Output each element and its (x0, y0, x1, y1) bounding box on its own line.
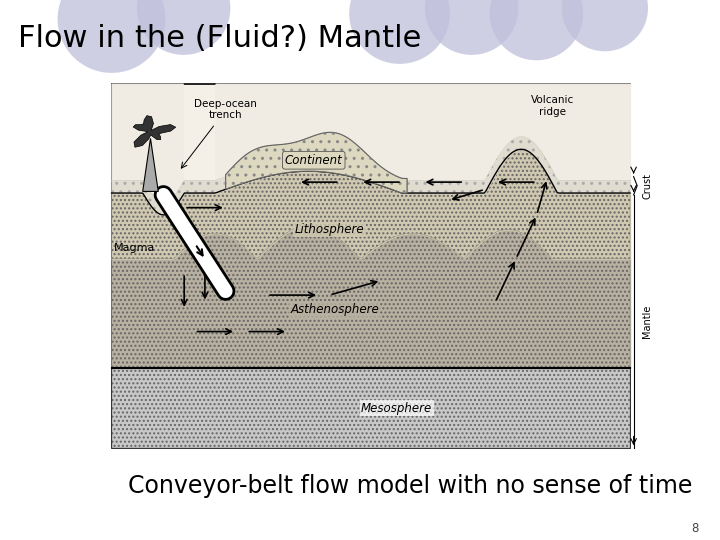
Text: Lithosphere: Lithosphere (294, 223, 364, 236)
Ellipse shape (562, 0, 648, 51)
Ellipse shape (349, 0, 450, 64)
Text: Conveyor-belt flow model with no sense of time: Conveyor-belt flow model with no sense o… (128, 474, 693, 498)
Ellipse shape (425, 0, 518, 55)
Text: Magma: Magma (114, 242, 156, 253)
Text: Volcanic
ridge: Volcanic ridge (531, 95, 574, 117)
Ellipse shape (490, 0, 583, 60)
Ellipse shape (58, 0, 166, 73)
Polygon shape (225, 132, 407, 193)
Text: Crust: Crust (642, 173, 652, 199)
Text: Flow in the (Fluid?) Mantle: Flow in the (Fluid?) Mantle (18, 24, 421, 53)
Ellipse shape (137, 0, 230, 55)
Text: Continent: Continent (285, 154, 343, 167)
Bar (112, 84, 630, 448)
Polygon shape (112, 368, 630, 448)
Text: Deep-ocean
trench: Deep-ocean trench (194, 98, 257, 120)
Text: Mantle: Mantle (642, 305, 652, 338)
Text: 8: 8 (691, 522, 698, 535)
Text: Asthenosphere: Asthenosphere (290, 303, 379, 316)
Polygon shape (133, 116, 176, 147)
Polygon shape (143, 138, 158, 191)
Text: Mesosphere: Mesosphere (361, 402, 432, 415)
